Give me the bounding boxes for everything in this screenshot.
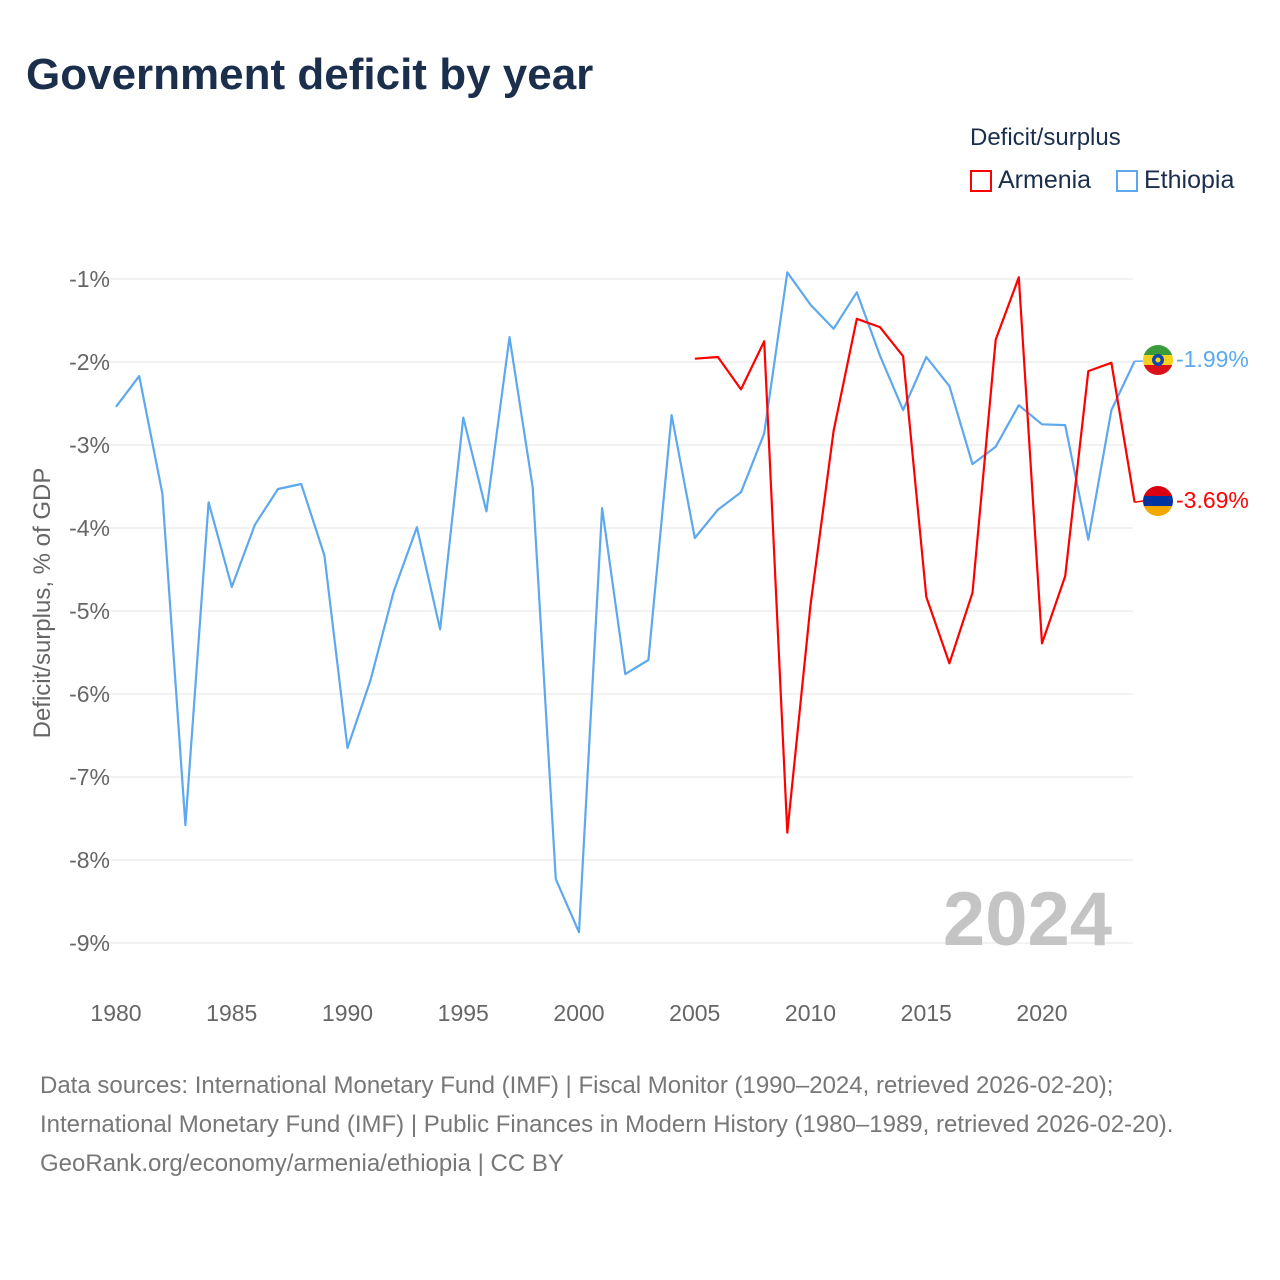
x-tick-label: 1980 xyxy=(90,1000,141,1026)
ethiopia-flag-icon xyxy=(1143,345,1173,375)
x-tick-label: 2015 xyxy=(901,1000,952,1026)
year-watermark: 2024 xyxy=(943,877,1112,962)
legend-item-ethiopia[interactable]: Ethiopia xyxy=(1116,166,1234,195)
legend-label-armenia: Armenia xyxy=(998,166,1092,194)
y-tick-label: -1% xyxy=(69,266,110,292)
y-tick-label: -6% xyxy=(69,681,110,707)
armenia-flag-icon xyxy=(1143,486,1173,516)
footer: Data sources: International Monetary Fun… xyxy=(40,1066,1240,1183)
credit-link[interactable]: GeoRank.org/economy/armenia/ethiopia | C… xyxy=(40,1150,564,1177)
y-axis-label: Deficit/surplus, % of GDP xyxy=(29,468,56,739)
legend-swatch-ethiopia xyxy=(1116,169,1138,192)
y-tick-label: -4% xyxy=(69,515,110,541)
y-tick-label: -9% xyxy=(69,930,110,956)
armenia-end-connector xyxy=(1134,500,1144,504)
data-sources: Data sources: International Monetary Fun… xyxy=(40,1072,1174,1138)
legend-swatch-armenia xyxy=(970,169,992,192)
y-tick-label: -3% xyxy=(69,432,110,458)
x-tick-label: 2000 xyxy=(553,1000,604,1026)
legend-title: Deficit/surplus xyxy=(970,124,1121,151)
armenia-end-label: -3.69% xyxy=(1176,487,1249,513)
y-tick-label: -2% xyxy=(69,349,110,375)
series-line-ethiopia xyxy=(115,271,1136,934)
x-tick-label: 2010 xyxy=(785,1000,836,1026)
ethiopia-end-label: -1.99% xyxy=(1176,346,1249,372)
x-tick-label: 1995 xyxy=(438,1000,489,1026)
x-tick-label: 1985 xyxy=(206,1000,257,1026)
legend-label-ethiopia: Ethiopia xyxy=(1144,166,1235,194)
x-tick-label: 2020 xyxy=(1016,1000,1067,1026)
chart-title: Government deficit by year xyxy=(26,50,594,99)
legend-item-armenia[interactable]: Armenia xyxy=(970,166,1091,195)
y-tick-label: -8% xyxy=(69,847,110,873)
series-line-armenia xyxy=(694,276,1136,834)
x-tick-label: 1990 xyxy=(322,1000,373,1026)
line-chart: -1% -2% -3% -4% -5% -6% -7% -8% -9% 1980 1985 1990 1… xyxy=(29,266,1249,1026)
y-tick-label: -7% xyxy=(69,764,110,790)
x-tick-label: 2005 xyxy=(669,1000,720,1026)
y-tick-label: -5% xyxy=(69,598,110,624)
